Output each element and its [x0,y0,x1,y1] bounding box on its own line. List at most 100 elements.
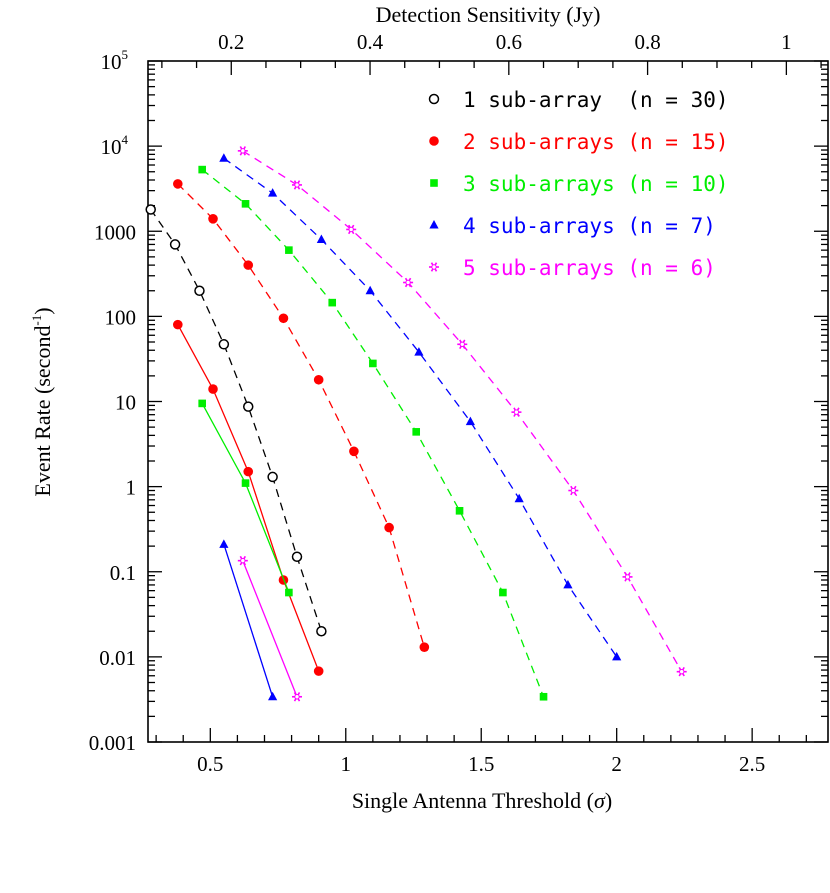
dashed-point [457,339,468,350]
star-core [405,279,411,286]
y-tick-label: 0.01 [99,646,136,670]
dashed-point [285,246,293,254]
y-tick-label: 1 [126,476,137,500]
dashed-point [198,165,206,174]
dashed-point [243,260,254,270]
legend-label: 3 sub-arrays (n = 10) [463,172,729,196]
dashed-point [419,642,430,652]
x2-tick-label: 0.6 [496,30,522,54]
x2-axis-title: Detection Sensitivity (Jy) [376,2,601,27]
solid-point [313,666,324,676]
dashed-point [676,666,687,677]
dashed-line [177,183,425,648]
star-core [570,487,577,494]
star-core [294,694,300,700]
dashed-point [237,146,248,156]
dashed-point [267,471,278,483]
series-1 [145,204,327,637]
legend-marker [429,136,439,146]
x2-tick-label: 0.4 [357,30,384,54]
star-core [459,341,465,347]
dashed-point [384,522,394,533]
x-tick-label: 1 [341,752,352,776]
dashed-point [169,239,181,250]
dashed-point [412,428,421,436]
dashed-line [223,157,618,658]
legend-marker [430,179,438,187]
dashed-point [465,416,475,426]
dashed-point [563,579,573,589]
star-core [513,409,520,415]
dashed-point [291,551,303,563]
dashed-point [511,407,522,417]
solid-point [208,384,218,394]
y-tick-label: 104 [101,132,129,159]
dashed-point [278,313,289,324]
dashed-point [316,234,326,243]
dashed-point [499,588,507,597]
solid-point [243,466,254,477]
dashed-point [514,493,524,503]
x2-tick-label: 1 [781,30,792,54]
dashed-point [241,200,250,208]
star-core [240,557,246,564]
dashed-line [201,169,545,698]
legend: 1 sub-array (n = 30) 2 sub-arrays (n = 15… [428,88,729,280]
dashed-point [218,339,230,350]
legend-label: 5 sub-arrays (n = 6) [463,256,716,280]
series-3 [198,165,548,701]
dashed-point [145,204,156,215]
legend-label: 4 sub-arrays (n = 7) [463,214,716,238]
solid-point [268,691,278,701]
dashed-point [173,179,183,189]
y-tick-label: 1000 [94,220,136,244]
plot-frame [147,60,829,743]
legend-label: 2 sub-arrays (n = 15) [463,130,729,154]
star-core [294,182,300,188]
star-core [348,226,354,233]
dashed-point [414,347,424,356]
y-tick-label: 10 [115,391,136,415]
x-tick-label: 2.5 [739,752,765,776]
x-tick-label: 2 [611,752,622,776]
star-core [624,574,631,580]
series-4 [219,153,622,701]
dashed-point [365,285,375,295]
dashed-point [455,507,464,515]
x-tick-label: 0.5 [197,752,223,776]
y-tick-label: 105 [101,47,129,74]
series-layer [145,146,687,702]
dashed-point [194,285,205,296]
legend-marker [428,93,440,105]
series-2 [173,179,430,676]
dashed-point [539,692,548,701]
solid-point [292,692,303,702]
solid-point [241,479,250,487]
star-core [240,148,246,154]
legend-marker [429,220,439,229]
dashed-point [622,572,633,582]
solid-line [223,544,274,697]
y-tick-label: 0.001 [89,731,136,755]
series-5 [237,146,687,702]
x2-tick-label: 0.2 [218,30,244,54]
dashed-point [369,359,377,368]
solid-point [285,588,293,597]
dashed-point [316,625,327,637]
tick-labels: 0.5 1 1.5 2 2.5 0.2 0.4 0.6 0.8 1 0.001 0.01 0.1 1 10 1… [89,30,792,776]
solid-point [237,555,248,566]
x-axis-title: Single Antenna Threshold (σ) [352,788,612,813]
solid-line [242,560,298,698]
solid-point [219,539,229,548]
y-axis-title: Event Rate (second-1) [29,307,55,496]
x-tick-label: 1.5 [468,752,494,776]
dashed-point [313,374,324,385]
star-core [679,668,685,675]
dashed-point [242,401,254,412]
dashed-point [219,153,229,162]
axis-ticks [148,60,828,743]
solid-point [198,399,206,408]
dashed-point [349,446,359,457]
dashed-point [292,180,303,190]
